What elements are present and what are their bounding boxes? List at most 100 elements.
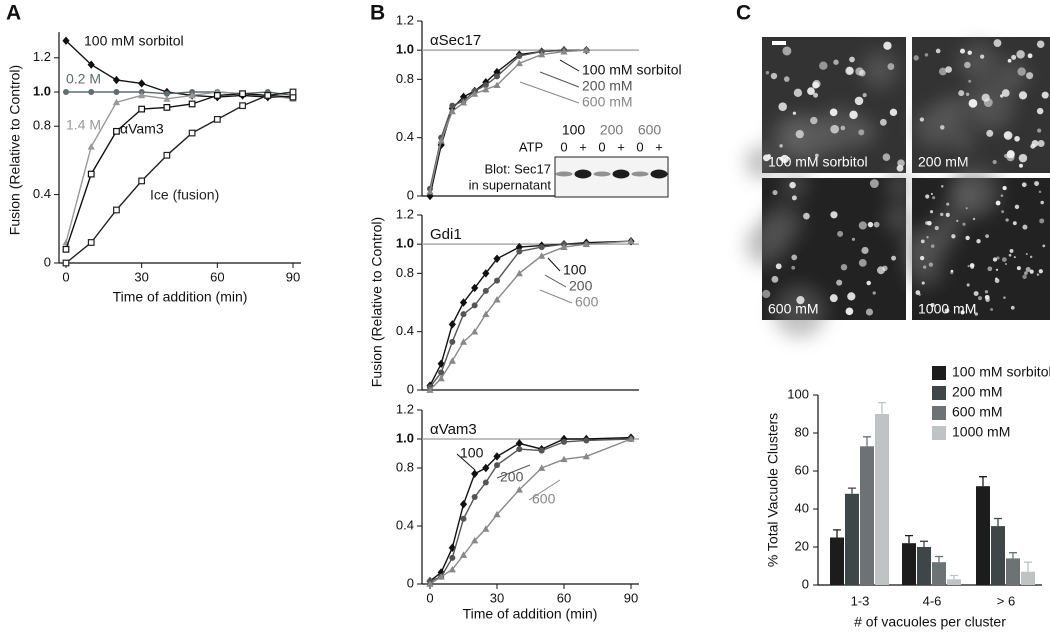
vacuole: [765, 71, 770, 75]
data-point: [538, 252, 546, 259]
vacuole: [992, 257, 998, 262]
vacuole: [766, 154, 771, 159]
data-point: [459, 298, 468, 307]
data-point: [494, 462, 500, 469]
data-point: [426, 386, 434, 393]
vacuole: [1027, 53, 1033, 59]
data-point: [63, 89, 69, 95]
error-bar: [979, 476, 987, 487]
leader-line: [539, 71, 580, 88]
haze: [995, 60, 1028, 93]
vacuole: [782, 46, 792, 56]
vacuole: [967, 265, 970, 268]
data-point: [449, 554, 456, 561]
vacuole: [924, 53, 929, 57]
bar: [830, 537, 844, 585]
vacuole: [1016, 266, 1021, 271]
vacuole: [996, 256, 1000, 260]
vacuole: [861, 246, 869, 255]
vacuole: [830, 211, 838, 219]
series-label: 100: [460, 445, 484, 461]
vacuole: [992, 159, 997, 165]
vacuole: [1010, 305, 1015, 310]
vacuole: [951, 234, 956, 239]
vacuole: [1036, 40, 1045, 49]
vacuole: [1013, 256, 1016, 259]
data-point: [515, 439, 523, 448]
vacuole: [968, 79, 972, 83]
data-point: [239, 102, 246, 110]
micrograph: 200 mM: [912, 37, 1050, 173]
data-point: [471, 536, 479, 544]
vacuole: [1029, 269, 1034, 274]
vacuole: [1005, 218, 1009, 222]
vacuole: [930, 192, 933, 196]
data-point: [163, 151, 171, 159]
x-tick-label: 0: [62, 269, 69, 284]
y-tick-label: 20: [795, 538, 809, 553]
bar: [947, 579, 961, 585]
leader-line: [456, 453, 476, 471]
x-tick-label: > 6: [997, 593, 1015, 608]
bar: [917, 547, 931, 585]
haze: [924, 224, 956, 256]
vacuole: [940, 125, 945, 130]
vacuole: [829, 108, 838, 117]
data-point: [482, 479, 489, 486]
vacuole: [1038, 269, 1043, 274]
vacuole: [1008, 253, 1012, 257]
scale-bar: [772, 41, 786, 45]
series-line: [65, 40, 293, 98]
data-point: [112, 98, 121, 106]
leader-line: [544, 274, 567, 288]
vacuole: [941, 185, 944, 188]
vacuole: [1037, 128, 1042, 133]
data-point: [460, 515, 467, 522]
micrograph-label: 1000 mM: [918, 301, 976, 317]
y-tick-label: 1.0: [396, 42, 414, 57]
vacuole: [987, 266, 993, 272]
vacuole: [829, 294, 838, 303]
group-label: 100: [562, 122, 586, 138]
vacuole: [789, 181, 796, 189]
vacuole: [1012, 221, 1017, 226]
y-tick-label: 0: [802, 576, 809, 591]
data-point: [264, 92, 272, 99]
series-line: [429, 438, 632, 585]
subplot-title: αVam3: [430, 421, 477, 438]
data-point: [583, 437, 590, 444]
data-point: [471, 90, 479, 97]
vacuole: [923, 265, 927, 269]
vacuole: [995, 268, 999, 271]
data-point: [62, 245, 70, 253]
data-point: [113, 127, 120, 135]
vacuole: [1037, 140, 1045, 148]
data-point: [112, 75, 121, 85]
y-tick-label: 0.4: [396, 323, 414, 338]
data-point: [482, 310, 490, 318]
vacuole: [1024, 271, 1028, 275]
vacuole: [1004, 131, 1011, 139]
blot-band: [650, 169, 668, 179]
series-line: [429, 436, 632, 582]
legend-swatch: [932, 426, 946, 440]
y-tick-label: 0.8: [33, 118, 51, 133]
error-bar: [905, 534, 913, 544]
vacuole: [810, 116, 818, 125]
data-point: [87, 239, 95, 246]
data-point: [459, 500, 468, 509]
vacuole: [1001, 89, 1010, 97]
vacuole: [945, 212, 950, 217]
series-label: Ice (fusion): [150, 187, 219, 203]
vacuole: [940, 212, 944, 217]
vacuole: [869, 179, 879, 189]
error-bar: [863, 436, 871, 447]
data-point: [163, 103, 171, 111]
x-axis-label: # of vacuoles per cluster: [854, 614, 1006, 630]
blot-caption: Blot: Sec17: [485, 161, 552, 176]
vacuole: [833, 59, 839, 65]
lane-label: 0: [636, 139, 643, 154]
series-label: αVam3: [120, 121, 164, 137]
haze: [817, 107, 863, 153]
y-tick-label: 0.8: [396, 71, 414, 86]
